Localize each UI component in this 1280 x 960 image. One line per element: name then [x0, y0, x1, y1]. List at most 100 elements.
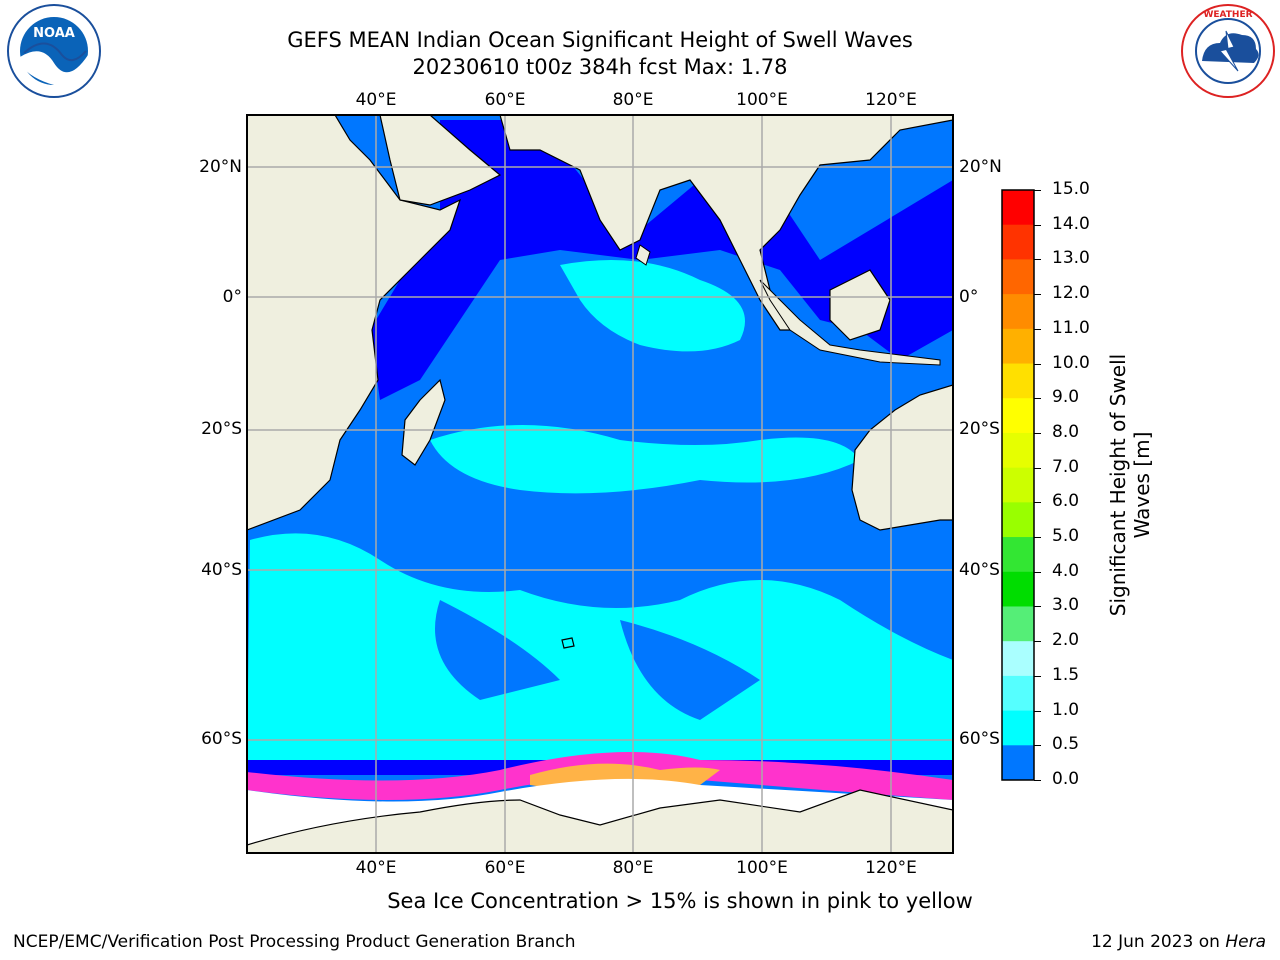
- colorbar-tick-label: 12.0: [1052, 283, 1090, 304]
- colorbar-cell: [1002, 224, 1034, 260]
- low-swell-area: [370, 120, 953, 400]
- colorbar-tick-label: 1.0: [1052, 699, 1080, 720]
- colorbar-tick-mark: [1034, 259, 1041, 261]
- arabia-land: [379, 115, 502, 206]
- lon-label-bottom: 40°E: [355, 858, 397, 878]
- colorbar-tick-label: 11.0: [1052, 317, 1090, 338]
- map-title: GEFS MEAN Indian Ocean Significant Heigh…: [287, 28, 913, 52]
- colorbar-tick-label: 1.5: [1052, 664, 1080, 685]
- mid-swell-patch: [435, 600, 560, 700]
- sea-ice-caption: Sea Ice Concentration > 15% is shown in …: [387, 889, 973, 913]
- high-swell-patch: [430, 425, 860, 494]
- colorbar-tick-label: 14.0: [1052, 213, 1090, 234]
- colorbar-tick-label: 15.0: [1052, 179, 1090, 199]
- colorbar-cell: [1002, 190, 1034, 226]
- lat-label-right: 60°S: [959, 729, 1000, 749]
- lon-label-bottom: 80°E: [612, 858, 654, 878]
- colorbar-tick-mark: [1034, 537, 1041, 539]
- colorbar-tick-mark: [1034, 363, 1041, 365]
- madagascar-land: [401, 378, 446, 466]
- high-swell-patch: [247, 533, 953, 760]
- colorbar-tick-label: 3.0: [1052, 595, 1080, 616]
- lat-label-right: 40°S: [959, 560, 1000, 580]
- colorbar-cell: [1002, 710, 1034, 746]
- lat-label-left: 60°S: [201, 729, 242, 749]
- colorbar-tick-mark: [1034, 398, 1041, 400]
- colorbar-title: Significant Height of Swell Waves [m]: [1106, 353, 1154, 617]
- map-subtitle: 20230610 t00z 384h fcst Max: 1.78: [412, 55, 788, 79]
- colorbar-cell: [1002, 294, 1034, 330]
- lon-label-top: 40°E: [355, 90, 397, 110]
- map-frame: [246, 114, 954, 854]
- lon-label-top: 120°E: [865, 90, 917, 110]
- colorbar-cell: [1002, 745, 1034, 781]
- colorbar-tick-label: 0.5: [1052, 734, 1080, 755]
- colorbar-tick-label: 7.0: [1052, 456, 1080, 477]
- lon-label-bottom: 100°E: [736, 858, 788, 878]
- colorbar-cell: [1002, 641, 1034, 677]
- colorbar-tick-label: 8.0: [1052, 421, 1080, 442]
- footer-date: 12 Jun 2023 on Hera: [1091, 932, 1266, 952]
- colorbar: [1001, 189, 1035, 781]
- colorbar-cell: [1002, 467, 1034, 503]
- lat-label-left: 40°S: [201, 560, 242, 580]
- colorbar-tick-mark: [1034, 641, 1041, 643]
- asia-land: [499, 115, 953, 331]
- colorbar-tick-mark: [1034, 190, 1041, 191]
- noaa-logo-text: NOAA: [33, 26, 75, 41]
- lat-label-left: 0°: [222, 287, 242, 307]
- colorbar-tick-label: 0.0: [1052, 769, 1080, 789]
- colorbar-tick-mark: [1034, 294, 1041, 296]
- colorbar-tick-mark: [1034, 780, 1041, 781]
- colorbar-tick-mark: [1034, 432, 1041, 434]
- borneo-land: [829, 269, 891, 341]
- colorbar-cell: [1002, 432, 1034, 469]
- colorbar-tick-mark: [1034, 502, 1041, 504]
- sri-lanka-land: [635, 244, 651, 266]
- colorbar-tick-mark: [1034, 467, 1041, 469]
- colorbar-tick-mark: [1034, 710, 1041, 712]
- lat-label-right: 0°: [959, 287, 979, 307]
- colorbar-cell: [1002, 571, 1034, 607]
- colorbar-cell: [1002, 259, 1034, 295]
- lon-label-top: 80°E: [612, 90, 654, 110]
- colorbar-cell: [1002, 398, 1034, 434]
- lon-label-top: 60°E: [484, 90, 526, 110]
- indonesia-land: [759, 279, 941, 366]
- colorbar-tick-label: 6.0: [1052, 491, 1080, 512]
- graticule: [247, 115, 953, 853]
- colorbar-tick-label: 5.0: [1052, 526, 1080, 547]
- colorbar-tick-label: 4.0: [1052, 560, 1080, 581]
- colorbar-tick-label: 9.0: [1052, 387, 1080, 408]
- colorbar-cell: [1002, 606, 1034, 642]
- colorbar-tick-mark: [1034, 745, 1041, 747]
- africa-land: [247, 115, 462, 531]
- lat-label-right: 20°S: [959, 419, 1000, 439]
- svg-text:WEATHER: WEATHER: [1203, 10, 1252, 20]
- colorbar-tick-mark: [1034, 224, 1041, 226]
- australia-land: [851, 384, 953, 531]
- colorbar-tick-mark: [1034, 606, 1041, 608]
- colorbar-cell: [1002, 537, 1034, 573]
- lon-label-bottom: 120°E: [865, 858, 917, 878]
- colorbar-cell: [1002, 675, 1034, 712]
- noaa-logo: NOAA: [7, 4, 101, 98]
- colorbar-tick-mark: [1034, 328, 1041, 330]
- colorbar-cell: [1002, 502, 1034, 538]
- colorbar-tick-mark: [1034, 675, 1041, 677]
- high-swell-patch: [560, 260, 745, 352]
- kerguelen-island: [561, 637, 575, 649]
- lat-label-right: 20°N: [959, 157, 1002, 177]
- colorbar-tick-label: 2.0: [1052, 630, 1080, 651]
- lat-label-left: 20°S: [201, 419, 242, 439]
- lon-label-bottom: 60°E: [484, 858, 526, 878]
- antarctica-land: [247, 789, 953, 853]
- mid-swell-patch: [620, 620, 760, 720]
- colorbar-tick-label: 10.0: [1052, 352, 1090, 373]
- footer-branch: NCEP/EMC/Verification Post Processing Pr…: [13, 932, 576, 952]
- lon-label-top: 100°E: [736, 90, 788, 110]
- colorbar-cell: [1002, 328, 1034, 365]
- nws-logo: WEATHER: [1181, 4, 1275, 98]
- colorbar-tick-mark: [1034, 571, 1041, 573]
